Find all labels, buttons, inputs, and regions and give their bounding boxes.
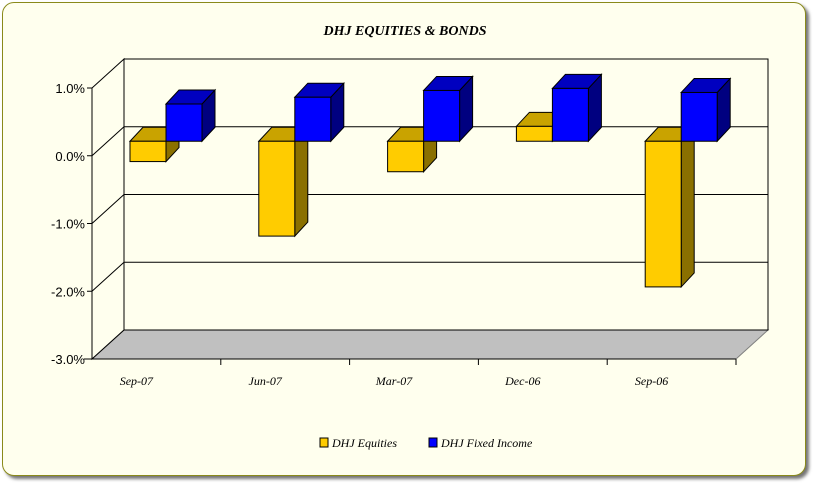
x-tick-label: Jun-07 [249, 374, 283, 388]
back-wall [123, 58, 769, 331]
bar [680, 77, 732, 143]
x-tick-label: Sep-07 [120, 374, 154, 388]
bar-front [165, 103, 203, 142]
legend: DHJ Equities DHJ Fixed Income [319, 436, 533, 450]
bar-side [294, 125, 309, 238]
gridline [91, 261, 768, 292]
chart-title: DHJ EQUITIES & BONDS [323, 24, 487, 39]
bar [551, 73, 603, 143]
bar-front [258, 140, 296, 237]
gridline [91, 194, 768, 224]
legend-swatch [428, 437, 438, 448]
bars-layer [128, 73, 732, 289]
bar [644, 125, 696, 289]
y-tick-label: 1.0% [55, 81, 85, 96]
bar-front [680, 91, 718, 142]
y-tick-label: -3.0% [51, 352, 85, 367]
bar-front [551, 87, 589, 142]
chart-floor [90, 329, 770, 360]
y-tick-label: -1.0% [51, 217, 85, 232]
labels-layer: 1.0% 0.0% -1.0% -2.0% -3.0% Sep-07 Jun-07 Mar-0… [51, 81, 668, 388]
bar [257, 125, 309, 238]
x-tick-label: Mar-07 [375, 374, 413, 388]
bar-front [387, 140, 425, 173]
y-tick-label: -2.0% [51, 284, 85, 299]
bar-front [423, 89, 461, 142]
bar [422, 75, 474, 143]
y-tick-label: 0.0% [55, 149, 85, 164]
x-tick-label: Sep-06 [635, 374, 668, 388]
bar [164, 88, 217, 143]
bar-front [644, 140, 682, 288]
x-tick-label: Dec-06 [504, 374, 540, 388]
bar-front [294, 96, 332, 142]
grid-layer [84, 57, 770, 365]
bar-side [680, 125, 695, 289]
bar-front [129, 140, 167, 163]
bar [293, 81, 345, 143]
legend-label: DHJ Fixed Income [440, 436, 533, 450]
legend-label: DHJ Equities [331, 436, 397, 450]
legend-swatch [319, 437, 329, 448]
bar-front [515, 125, 553, 142]
